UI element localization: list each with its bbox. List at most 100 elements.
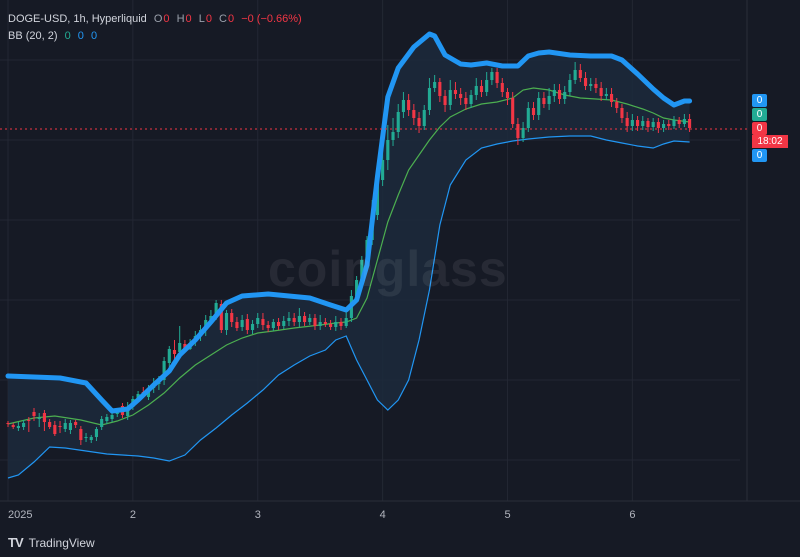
tradingview-logo[interactable]: TV TradingView: [8, 535, 95, 550]
candle-body: [79, 429, 83, 440]
candle-body: [448, 90, 452, 105]
candle-body: [105, 417, 109, 421]
candle-body: [37, 418, 41, 419]
close-label: C: [219, 13, 227, 25]
candle-body: [636, 120, 640, 126]
candle-body: [230, 313, 234, 322]
candle-body: [292, 318, 296, 322]
bb-lower-value: 0: [90, 30, 98, 42]
bb-lower-line: [7, 135, 690, 479]
candle-body: [682, 119, 686, 124]
candle-body: [563, 92, 567, 99]
bb-basis-line: [7, 87, 690, 426]
candle-body: [396, 112, 400, 132]
candle-body: [604, 94, 608, 96]
candle-body: [355, 280, 359, 296]
candle-body: [261, 319, 265, 325]
bollinger-band-fill: [8, 34, 690, 478]
candle-body: [329, 324, 333, 327]
x-axis-tick-label: 5: [504, 509, 510, 521]
tradingview-logo-icon: TV: [8, 535, 24, 550]
candle-body: [427, 88, 432, 110]
candle-body: [11, 425, 15, 427]
low-value: 0: [205, 13, 212, 25]
candle-body: [459, 94, 463, 98]
candle-body: [656, 122, 660, 128]
candle-body: [27, 420, 31, 421]
x-axis-tick-label: 3: [255, 509, 261, 521]
candle-body: [464, 98, 468, 104]
candle-body: [401, 100, 405, 112]
candle-body: [282, 321, 286, 326]
candle-body: [271, 322, 275, 328]
candle-body: [505, 92, 510, 98]
candle-body: [667, 124, 671, 126]
candle-body: [42, 413, 46, 422]
candle-body: [386, 140, 390, 160]
candle-body: [89, 437, 93, 440]
candle-body: [557, 90, 562, 99]
candle-body: [433, 82, 437, 88]
candle-body: [552, 90, 556, 96]
candle-body: [443, 96, 447, 105]
bb-upper-badge: 0: [752, 94, 767, 107]
watermark: coinglass: [268, 241, 508, 297]
candle-body: [568, 80, 572, 92]
candle-body: [521, 128, 525, 138]
candle-body: [646, 121, 650, 127]
candle-body: [167, 349, 171, 363]
x-axis-tick-label: 6: [629, 509, 635, 521]
last-price-badge: 0: [752, 122, 767, 135]
candle-body: [630, 120, 634, 126]
bb-upper-value: 0: [77, 30, 84, 42]
candle-body: [178, 343, 182, 352]
candle-body: [224, 313, 229, 330]
bb-basis-value: 0: [64, 30, 71, 42]
indicator-title[interactable]: BB (20, 2): [8, 30, 58, 42]
candle-body: [250, 324, 255, 330]
candle-body: [547, 96, 551, 104]
candle-body: [313, 318, 317, 326]
open-label: O: [153, 13, 163, 25]
candle-body: [381, 160, 385, 180]
candle-body: [32, 412, 36, 416]
candle-body: [136, 394, 140, 399]
candle-body: [6, 423, 10, 424]
candle-body: [323, 322, 327, 324]
bb-upper-line: [5, 31, 693, 414]
candle-body: [542, 98, 546, 104]
candle-body: [94, 429, 99, 437]
candle-body: [485, 80, 489, 92]
candle-body: [245, 319, 249, 330]
candle-body: [360, 260, 364, 280]
candle-body: [615, 102, 619, 108]
candle-body: [53, 425, 57, 434]
candle-body: [297, 316, 301, 322]
candle-body: [453, 90, 458, 94]
candle-body: [115, 412, 119, 414]
candle-body: [474, 86, 478, 95]
candle-body: [214, 303, 218, 316]
candle-body: [58, 426, 62, 427]
candle-body: [407, 100, 411, 110]
symbol-title[interactable]: DOGE-USD, 1h, Hyperliquid: [8, 13, 147, 25]
candle-body: [256, 318, 260, 324]
candle-body: [479, 86, 484, 92]
candle-body: [63, 423, 67, 429]
candle-body: [641, 121, 645, 126]
candle-body: [287, 318, 291, 321]
bb-basis-badge: 0: [752, 108, 767, 121]
candle-body: [219, 304, 223, 330]
candle-body: [620, 108, 624, 118]
candle-body: [583, 78, 588, 86]
candle-body: [48, 422, 52, 427]
candle-body: [589, 84, 593, 86]
candle-body: [677, 120, 681, 124]
candle-body: [625, 118, 629, 126]
indicator-legend: BB (20, 2) 0 0 0: [8, 30, 101, 42]
candle-body: [183, 344, 187, 349]
bb-lower-badge: 0: [752, 149, 767, 162]
candle-body: [110, 415, 114, 419]
